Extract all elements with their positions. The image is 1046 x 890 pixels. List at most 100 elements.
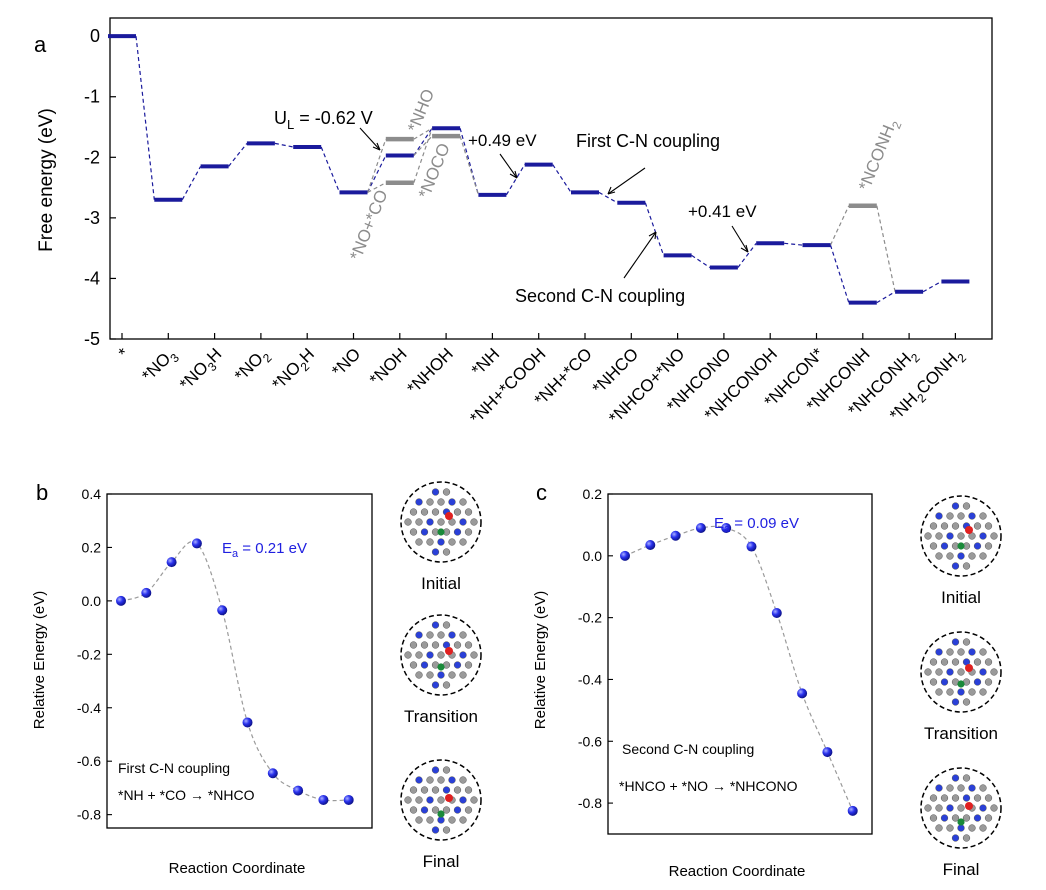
connector	[228, 142, 248, 167]
carbon-atom	[437, 528, 445, 536]
atom	[459, 816, 467, 824]
y-tick-label: 0	[90, 26, 100, 46]
panel-c-reaction: *HNCO + *NO → *NHCONO	[619, 778, 798, 794]
atom	[459, 651, 467, 659]
atom	[973, 542, 982, 550]
atom	[990, 668, 998, 676]
atom	[973, 794, 982, 802]
atom	[453, 641, 462, 649]
atom	[957, 784, 965, 792]
data-point	[217, 605, 228, 616]
data-point	[166, 557, 177, 568]
branch-connector	[367, 182, 387, 193]
data-point	[797, 688, 808, 699]
atom	[924, 668, 932, 676]
structure-lattice	[404, 766, 478, 834]
atom	[404, 796, 412, 804]
atom	[957, 648, 965, 656]
atom	[984, 814, 993, 822]
atom	[415, 776, 423, 784]
y-tick-label: 0.0	[583, 548, 603, 564]
atom	[957, 668, 965, 676]
panel-b-y-label: Relative Energy (eV)	[31, 591, 48, 729]
atom	[940, 794, 949, 802]
atom	[940, 542, 949, 550]
atom	[437, 796, 445, 804]
panel-c-x-label: Reaction Coordinate	[669, 863, 806, 880]
atom	[431, 641, 440, 649]
structure-label: Transition	[924, 724, 998, 743]
connector	[876, 291, 896, 304]
branch-connector	[366, 138, 387, 193]
data-point	[116, 595, 126, 606]
panel-letter-a: a	[34, 32, 47, 57]
data-point	[645, 540, 656, 550]
step1-arrow-head	[509, 170, 518, 179]
y-tick-label: 0.0	[82, 593, 102, 609]
panel-b-curve	[120, 540, 349, 802]
atom	[453, 806, 462, 814]
atom	[951, 658, 960, 666]
atom	[973, 658, 982, 666]
y-tick-label: 0.2	[583, 486, 603, 502]
atom	[962, 794, 971, 802]
atom	[951, 794, 960, 802]
atom	[442, 766, 451, 774]
atom	[426, 796, 434, 804]
data-point	[771, 608, 782, 618]
structure-label: Final	[943, 860, 980, 879]
atom	[979, 804, 987, 812]
data-point	[343, 794, 354, 805]
atom	[437, 498, 445, 506]
branch-label-base: *NCONH	[855, 122, 898, 193]
atom	[946, 688, 954, 696]
atom	[962, 502, 971, 510]
structure-lattice	[924, 638, 998, 706]
data-point	[293, 785, 304, 796]
panel-b-first-coupling-chart: 0.4 0.2 0.0 -0.2 -0.4 -0.6 -0.8 Relative Energ…	[31, 481, 482, 877]
carbon-atom	[957, 680, 965, 688]
atom	[431, 621, 440, 629]
x-tick-label: *NH	[468, 344, 503, 379]
atom	[409, 786, 418, 794]
connector	[598, 191, 618, 204]
y-tick-label: 0.2	[82, 539, 102, 555]
branch-connector	[829, 205, 850, 246]
atom	[453, 661, 462, 669]
atom	[442, 786, 451, 794]
panel-b-structures: Initial Transition Final	[400, 481, 482, 871]
structure-label: Final	[423, 852, 460, 871]
y-tick-label: -0.4	[578, 671, 602, 687]
atom	[935, 552, 943, 560]
atom	[420, 508, 429, 516]
atom	[951, 834, 960, 842]
y-tick-label: -3	[84, 208, 100, 228]
atom	[951, 522, 960, 530]
x-label-base: *NO	[328, 344, 364, 380]
atom	[459, 631, 467, 639]
atom	[962, 638, 971, 646]
structure-lattice	[924, 774, 998, 842]
structure-label: Initial	[941, 588, 981, 607]
ul-annotation: UL = -0.62 V	[274, 108, 373, 132]
atom	[962, 562, 971, 570]
panel-b-x-label: Reaction Coordinate	[169, 860, 306, 877]
x-label-base: *NH	[468, 344, 503, 379]
atom	[442, 806, 451, 814]
carbon-atom	[957, 542, 965, 550]
atom	[990, 532, 998, 540]
panel-b-reaction: *NH + *CO → *NHCO	[118, 787, 255, 803]
atom	[979, 668, 987, 676]
panel-a-energy-levels	[108, 34, 970, 305]
first-arrow	[607, 167, 646, 195]
data-point	[267, 768, 278, 779]
atom	[470, 796, 478, 804]
y-tick-label: -0.2	[578, 610, 602, 626]
atom	[470, 651, 478, 659]
carbon-atom	[437, 663, 445, 671]
step2-annotation: +0.41 eV	[688, 202, 757, 221]
atom	[962, 698, 971, 706]
branch-connector	[876, 205, 896, 292]
x-tick-label: *NHOH	[403, 344, 457, 398]
